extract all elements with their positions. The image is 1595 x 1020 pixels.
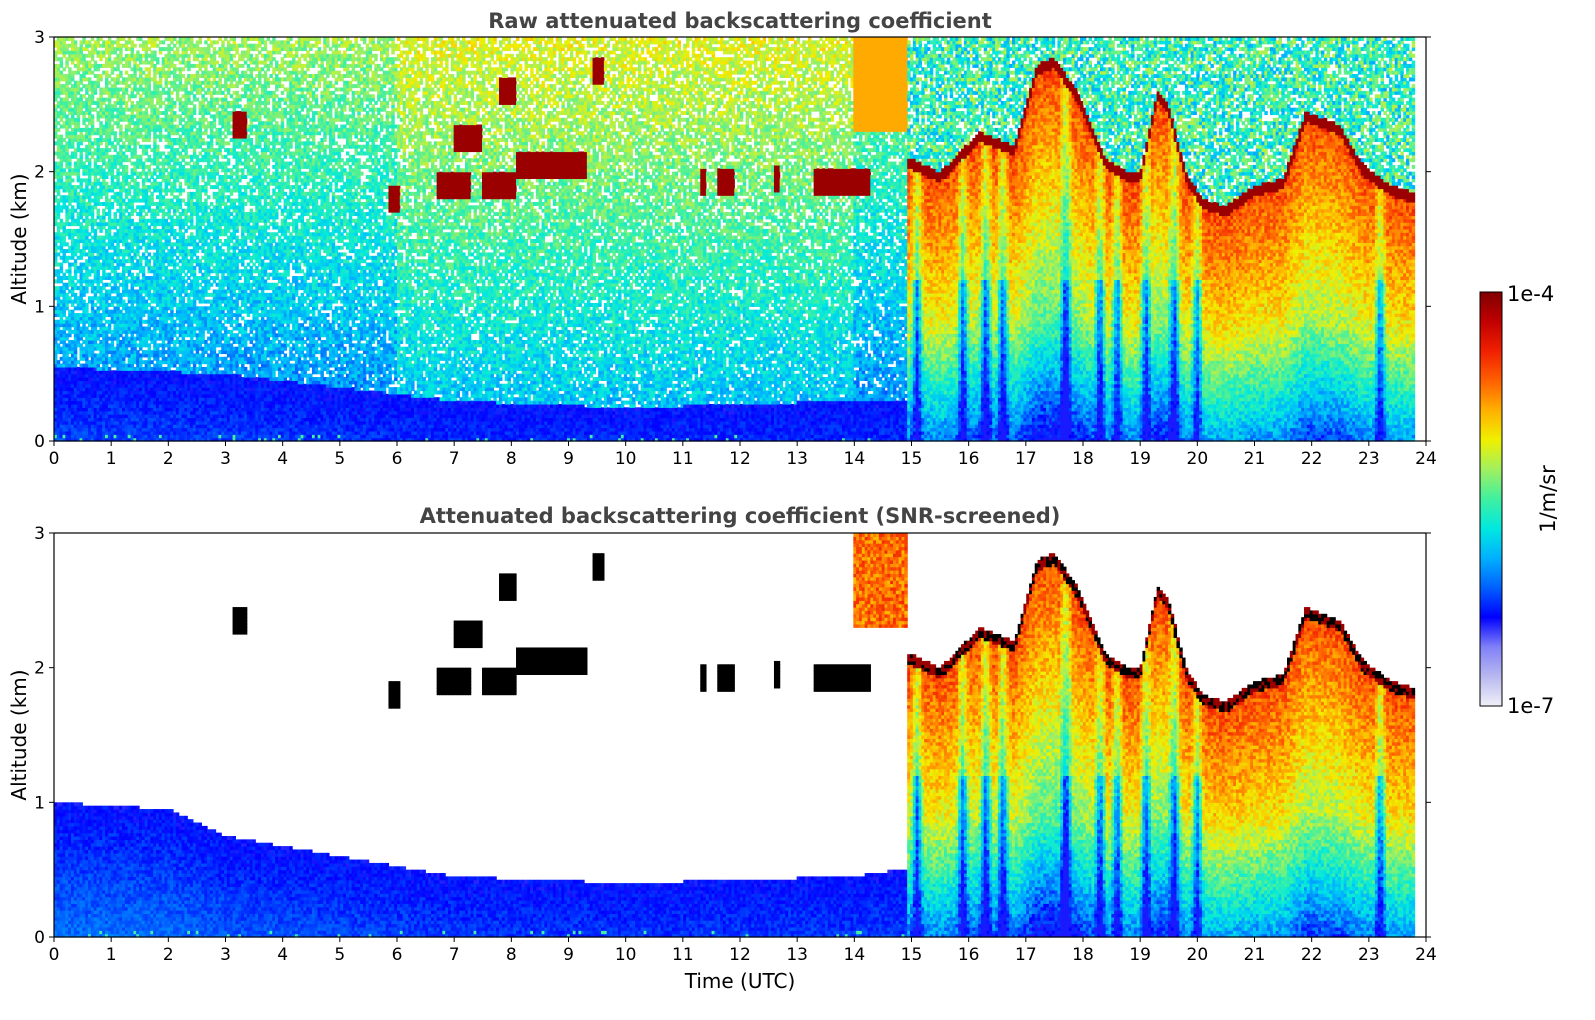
raw-heatmap	[54, 37, 1415, 442]
raw-backscatter-panel: Raw attenuated backscattering coefficien…	[7, 9, 1437, 469]
figure: Raw attenuated backscattering coefficien…	[0, 0, 1595, 1020]
raw-panel-title: Raw attenuated backscattering coefficien…	[488, 9, 992, 33]
